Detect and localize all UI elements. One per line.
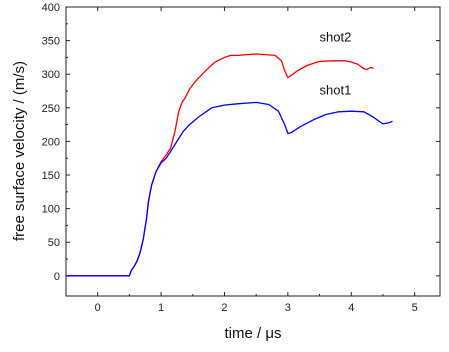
x-tick-label: 3 bbox=[285, 302, 291, 314]
y-tick-label: 350 bbox=[42, 36, 60, 48]
y-tick-label: 200 bbox=[42, 136, 60, 148]
x-tick-label: 5 bbox=[412, 302, 418, 314]
y-tick-label: 250 bbox=[42, 103, 60, 115]
x-tick-label: 4 bbox=[348, 302, 354, 314]
y-tick-label: 400 bbox=[42, 2, 60, 14]
series-lines bbox=[66, 53, 393, 277]
y-axis-title: free surface velocity / (m/s) bbox=[11, 61, 28, 241]
x-tick-label: 0 bbox=[95, 302, 101, 314]
series-line-shot1 bbox=[66, 101, 393, 277]
y-tick-label: 0 bbox=[54, 271, 60, 283]
x-tick-label: 2 bbox=[221, 302, 227, 314]
series-labels: shot2 shot1 bbox=[320, 29, 352, 97]
series-label-shot1: shot1 bbox=[320, 82, 352, 97]
x-tick-label: 1 bbox=[158, 302, 164, 314]
y-tick-label: 50 bbox=[48, 237, 60, 249]
series-label-shot2: shot2 bbox=[320, 29, 352, 44]
y-tick-label: 100 bbox=[42, 204, 60, 216]
x-axis-title: time / μs bbox=[225, 325, 282, 342]
plot-frame bbox=[65, 6, 441, 297]
y-tick-label: 150 bbox=[42, 170, 60, 182]
y-tick-label: 300 bbox=[42, 69, 60, 81]
